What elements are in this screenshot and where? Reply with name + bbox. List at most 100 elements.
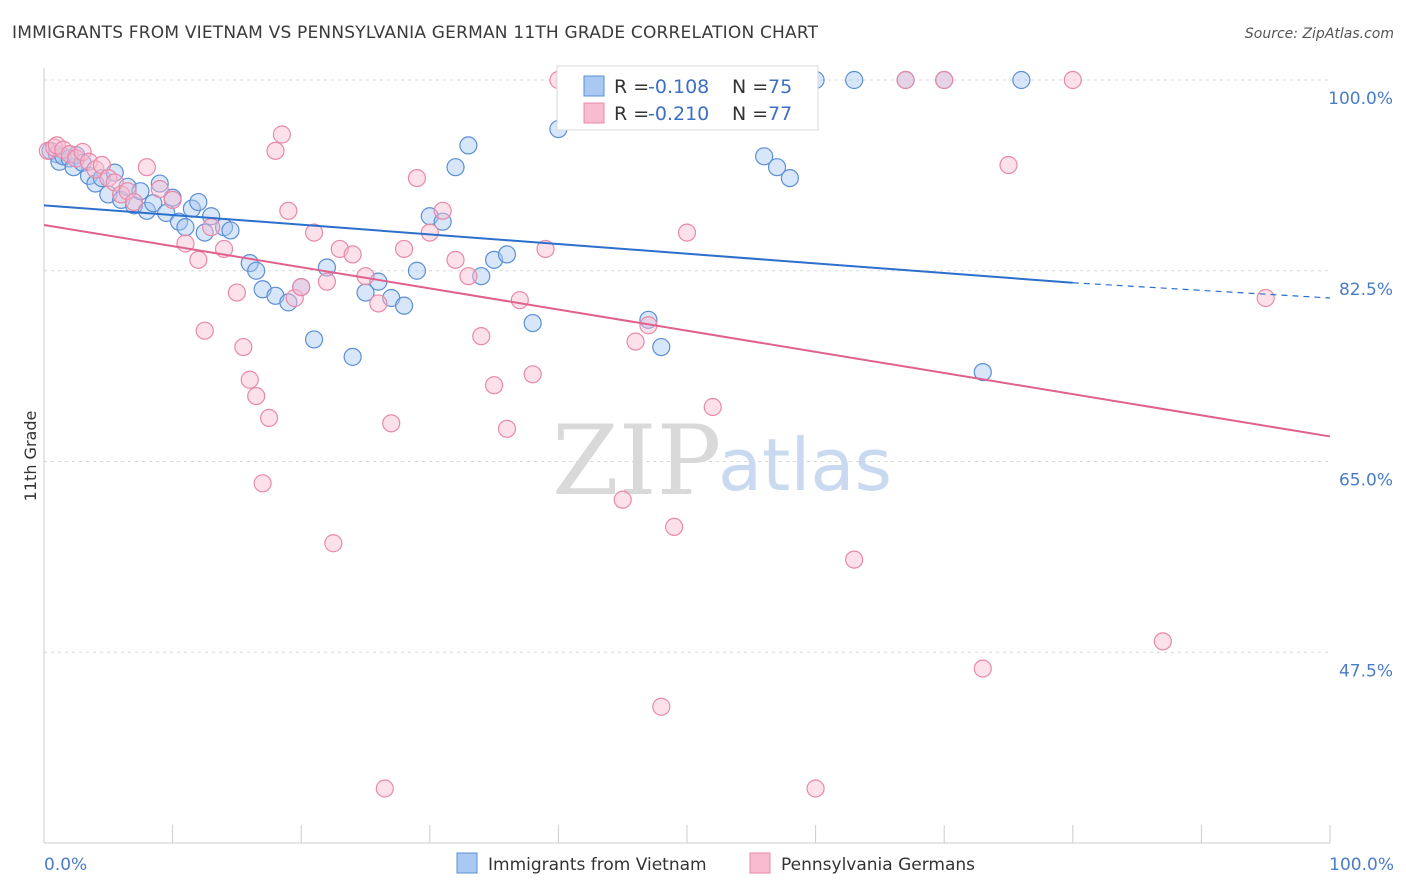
stats-n-value-pink: 77 [768, 103, 792, 125]
watermark-atlas: atlas [718, 423, 892, 507]
pgerman-point-30 [272, 125, 292, 144]
pgerman-point-17 [163, 190, 182, 209]
vietnam-point-27 [202, 207, 221, 226]
vietnam-point-74 [1012, 70, 1031, 90]
pgerman-point-43 [394, 239, 414, 259]
watermark-zip: ZIP [552, 405, 721, 517]
stats-swatch-pink [583, 102, 605, 124]
stats-swatch-blue [583, 75, 605, 97]
pgerman-point-75 [1063, 70, 1082, 90]
series-vietnam-points [41, 70, 1031, 382]
stats-r-label-pink: R = [614, 103, 649, 125]
vietnam-point-19 [150, 174, 169, 193]
vietnam-point-42 [394, 296, 414, 315]
pgerman-point-36 [324, 534, 343, 553]
vietnam-point-23 [176, 218, 195, 237]
pgerman-point-51 [497, 419, 517, 438]
vietnam-point-25 [189, 192, 208, 212]
pgerman-point-49 [472, 327, 491, 346]
pgerman-point-41 [375, 779, 394, 798]
pgerman-point-71 [896, 70, 915, 90]
pgerman-point-72 [935, 70, 954, 90]
pgerman-point-31 [279, 201, 298, 220]
vietnam-point-51 [523, 313, 542, 333]
vietnam-point-43 [407, 261, 427, 280]
pgerman-point-38 [343, 245, 362, 264]
pgerman-point-54 [536, 239, 555, 259]
vietnam-point-73 [973, 363, 992, 382]
vietnam-point-46 [446, 158, 465, 177]
pgerman-point-50 [485, 376, 504, 395]
y-tick-label-3: 47.5% [1339, 661, 1393, 681]
pgerman-point-29 [266, 141, 285, 160]
stats-n-label-pink: N = [732, 103, 768, 125]
pgerman-point-77 [1256, 288, 1275, 308]
pgerman-point-34 [304, 223, 324, 242]
pgerman-point-19 [189, 250, 208, 269]
pgerman-point-52 [510, 291, 529, 310]
trend-line-pgerman [43, 223, 1331, 438]
chart-source: Source: ZipAtlas.com [1245, 26, 1394, 42]
stats-r-value-blue: -0.108 [648, 76, 709, 98]
axes [43, 68, 1331, 844]
bottom-legend: Immigrants from Vietnam Pennsylvania Ger… [456, 852, 975, 875]
watermark: ZIP atlas [552, 405, 892, 517]
pgerman-point-15 [137, 158, 156, 177]
trend-lines [43, 204, 1331, 438]
vietnam-point-47 [459, 136, 478, 155]
vietnam-point-16 [131, 182, 150, 201]
pgerman-point-40 [369, 294, 388, 313]
y-tick-label-1: 82.5% [1339, 280, 1393, 300]
pgerman-point-74 [999, 155, 1018, 175]
legend-swatch-vietnam [456, 852, 478, 874]
vietnam-point-31 [247, 261, 266, 280]
pgerman-point-35 [317, 272, 337, 291]
pgerman-point-45 [420, 223, 439, 242]
chart-title: IMMIGRANTS FROM VIETNAM VS PENNSYLVANIA … [12, 23, 819, 43]
trend-line-vietnam-extension [1072, 282, 1331, 299]
pgerman-point-20 [195, 321, 214, 340]
vietnam-point-68 [780, 169, 799, 188]
pgerman-point-47 [446, 250, 465, 269]
pgerman-point-60 [613, 490, 632, 509]
y-tick-label-0: 100.0% [1328, 89, 1393, 109]
pgerman-point-27 [253, 474, 272, 493]
x-tick-label-right: 100.0% [1329, 855, 1394, 875]
pgerman-point-61 [626, 332, 645, 351]
pgerman-point-46 [433, 201, 452, 220]
vietnam-point-50 [497, 245, 517, 264]
pgerman-point-23 [227, 283, 246, 302]
grid-lines [44, 79, 1330, 653]
stats-r-value-pink: -0.210 [648, 103, 709, 125]
vietnam-point-70 [845, 70, 864, 90]
pgerman-point-65 [677, 223, 697, 242]
pgerman-point-26 [247, 387, 266, 406]
vietnam-point-29 [221, 221, 240, 240]
pgerman-point-53 [523, 365, 542, 384]
legend-label-pgerman: Pennsylvania Germans [781, 855, 975, 875]
pgerman-point-14 [124, 192, 144, 212]
legend-label-vietnam: Immigrants from Vietnam [488, 855, 707, 875]
pgerman-point-69 [806, 779, 825, 798]
x-tick-label-left: 0.0% [44, 855, 87, 875]
trend-line-vietnam [43, 204, 1073, 284]
y-axis-label: 11th Grade [21, 411, 40, 502]
y-tick-label-2: 65.0% [1339, 471, 1393, 491]
vietnam-point-45 [433, 212, 452, 231]
pgerman-point-66 [703, 397, 722, 417]
vietnam-point-48 [472, 267, 491, 286]
pgerman-point-73 [973, 659, 992, 678]
vietnam-point-67 [767, 158, 787, 177]
vietnam-point-39 [356, 283, 375, 302]
y-tick-labels: 100.0% 82.5% 65.0% 47.5% [1328, 89, 1393, 681]
pgerman-point-42 [382, 414, 401, 433]
pgerman-point-25 [240, 370, 259, 389]
legend-swatch-pgerman [749, 852, 771, 874]
pgerman-point-76 [1153, 632, 1172, 651]
pgerman-point-63 [652, 697, 671, 716]
vietnam-point-66 [755, 147, 774, 166]
pgerman-point-21 [202, 218, 221, 237]
vietnam-point-38 [343, 347, 362, 366]
pgerman-point-48 [459, 267, 478, 286]
